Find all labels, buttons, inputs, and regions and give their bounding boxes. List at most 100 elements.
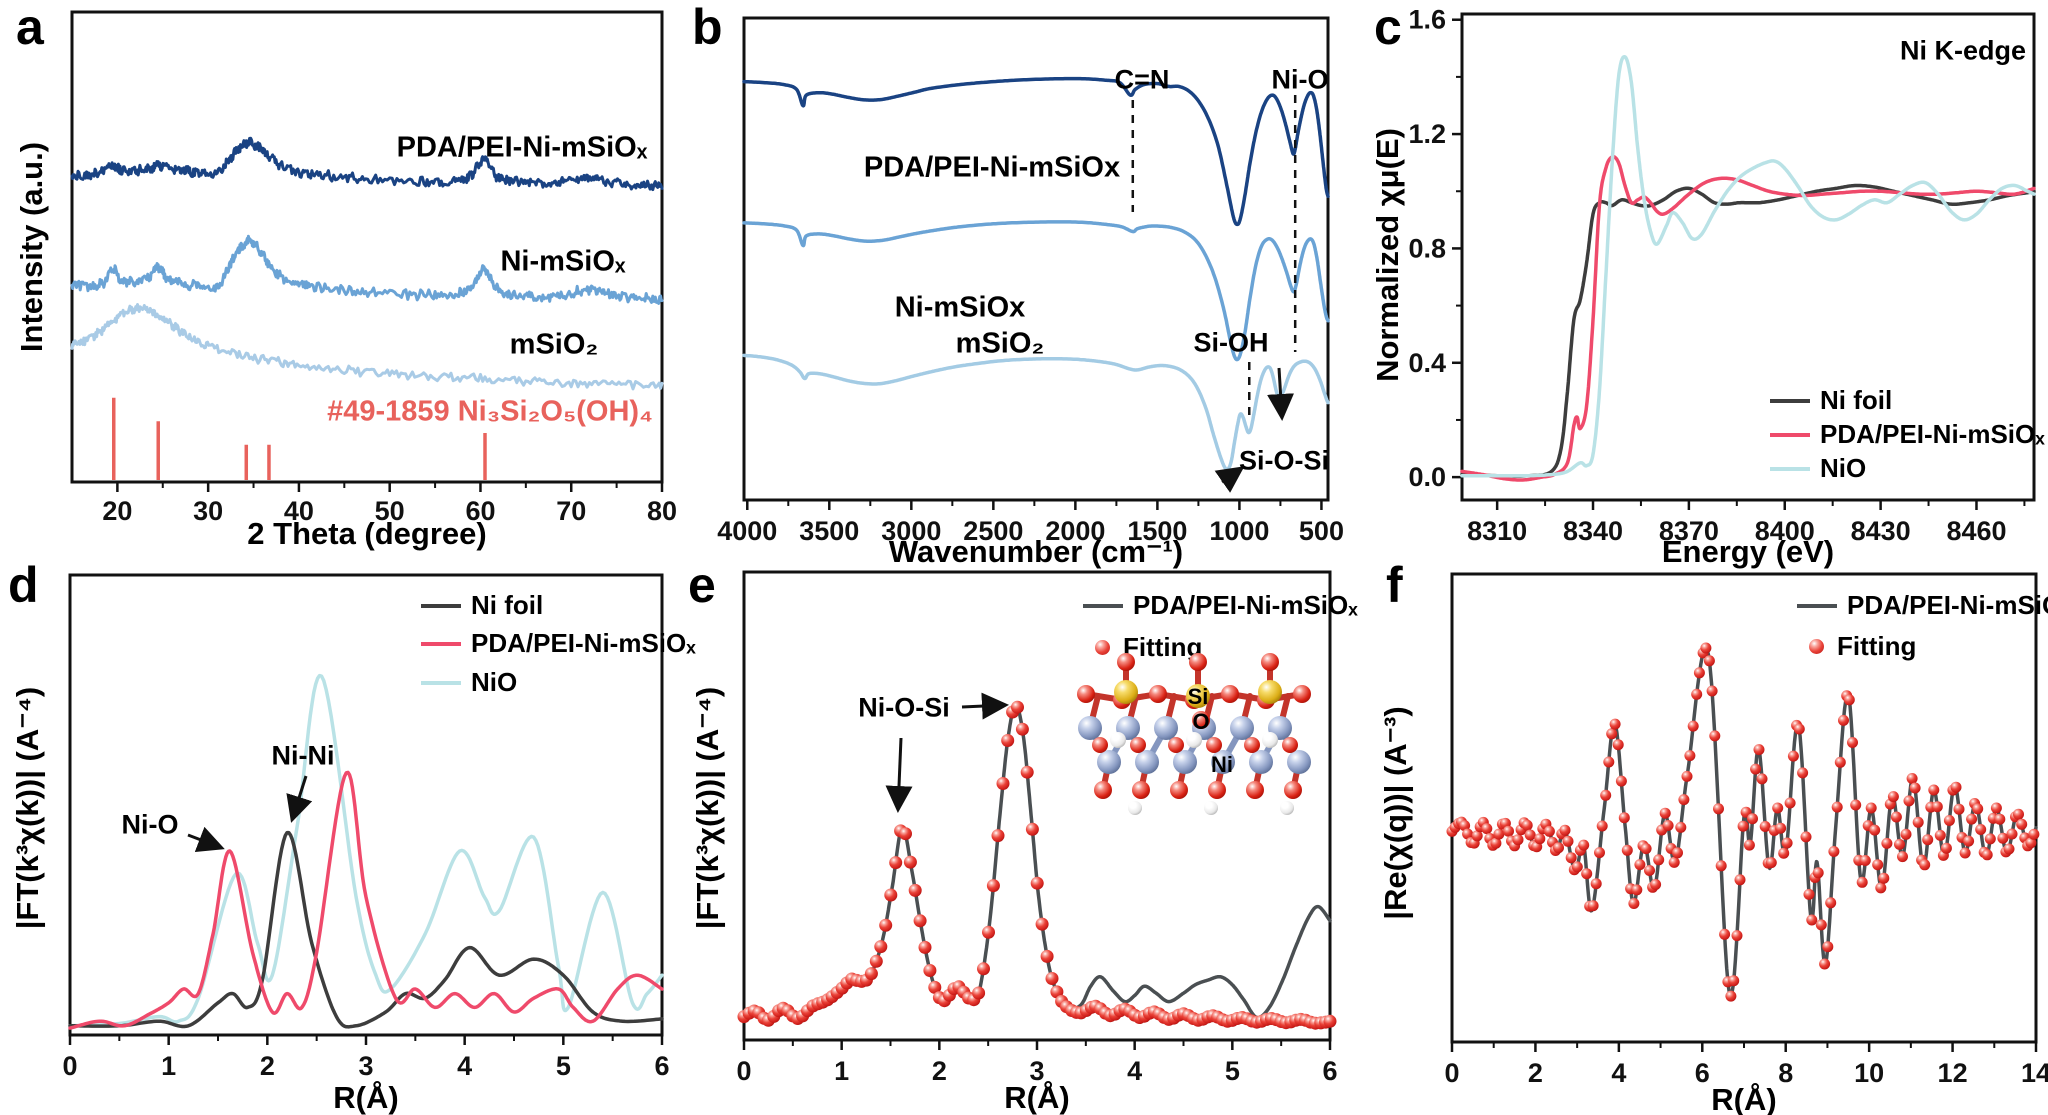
x-tick-label: 60	[465, 496, 495, 526]
d-legend-swatch-ni-foil	[421, 603, 461, 608]
c-legend-label-nio: NiO	[1820, 453, 1867, 483]
c-legend-swatch-nio	[1770, 466, 1810, 471]
e-legend-item-pda: PDA/PEI-Ni-mSiOₓ	[1083, 590, 1358, 621]
d-y-axis-label: |FT(k³χ(k))| (A⁻⁴)	[10, 686, 45, 930]
e-fitting-dots	[737, 700, 1337, 1030]
x-tick-label: 0	[736, 1056, 751, 1086]
c-legend-swatch-ni-foil	[1770, 398, 1810, 403]
d-curve-0	[68, 673, 664, 1028]
c-legend-item-ni-foil: Ni foil	[1770, 385, 1892, 416]
panel-letter-d: d	[8, 557, 39, 613]
d-annotation-nio: Ni-O	[121, 809, 179, 840]
ni-o-si-structure-inset: Si O Ni	[1070, 650, 1320, 825]
panel-e: 0 1 2 3 4 5 6 e |FT(k³χ(k))| (A⁻⁴) R(Å) Ni-O-S…	[682, 558, 1366, 1115]
panel-d: 0 1 2 3 4 5 6 d |FT(k³χ(k))| (A⁻⁴) R(Å) Ni-O N…	[0, 557, 696, 1115]
a-curve-0	[70, 303, 664, 391]
x-tick-label: 1000	[1209, 516, 1269, 546]
panel-a: 20 30 40 50 60 70 80 a Intensity (a.u.) 2 Thet…	[0, 0, 682, 558]
panel-b: 4000 3500 3000 2500 2000 1500 1000 500 b Wavenu…	[682, 0, 1366, 569]
x-tick-label: 4000	[717, 516, 777, 546]
e-legend-label-pda: PDA/PEI-Ni-mSiOₓ	[1133, 590, 1358, 620]
b-curve-label-msio2: mSiO₂	[955, 327, 1045, 360]
x-tick-label: 6	[1322, 1056, 1337, 1086]
x-tick-label: 8310	[1467, 516, 1527, 546]
e-legend-fitting-dot	[1095, 640, 1110, 655]
f-legend-swatch-pda	[1797, 603, 1837, 608]
c-plot-svg: 8310 8340 8370 8400 8430 8460 0.0 0.4 0.8 1.2 1.6	[1408, 5, 2036, 546]
d-legend-label-ni-foil: Ni foil	[471, 590, 544, 620]
d-legend-item-ni-foil: Ni foil	[421, 590, 543, 621]
model-atoms	[1077, 653, 1311, 815]
f-y-axis-label: |Re(χ(q))| (A⁻³)	[1378, 706, 1413, 920]
a-curve-label-msio2: mSiO₂	[509, 328, 599, 361]
x-tick-label: 8370	[1659, 516, 1719, 546]
x-tick-label: 70	[556, 496, 586, 526]
x-tick-label: 5	[1225, 1056, 1240, 1086]
x-axis-ticks: 0 1 2 3 4 5 6	[62, 1035, 670, 1081]
x-tick-label: 2000	[1045, 516, 1105, 546]
b-annotation-sioh: Si-OH	[1193, 327, 1269, 358]
c-legend-item-nio: NiO	[1770, 453, 1866, 484]
panel-f: 0 2 4 6 8 10 12 14 f |Re(χ(q))| (A⁻³) R(Å) PDA/…	[1366, 558, 2048, 1115]
x-tick-label: 3500	[799, 516, 859, 546]
e-arrow-peak2	[961, 692, 1009, 720]
x-tick-label: 10	[1854, 1058, 1884, 1088]
panel-c: 8310 8340 8370 8400 8430 8460 0.0 0.4 0.8 1.2 1.6 …	[1366, 0, 2048, 569]
inset-label-ni: Ni	[1211, 752, 1233, 777]
x-tick-label: 4	[457, 1051, 472, 1081]
x-tick-label: 6	[1695, 1058, 1710, 1088]
e-legend-swatch-pda	[1083, 603, 1123, 608]
x-tick-label: 14	[2021, 1058, 2048, 1088]
x-tick-label: 12	[1938, 1058, 1968, 1088]
d-plot-svg: 0 1 2 3 4 5 6	[62, 573, 670, 1081]
inset-label-o: O	[1192, 709, 1209, 734]
f-x-axis-label: R(Å)	[1711, 1082, 1777, 1115]
panel-letter-a: a	[16, 0, 44, 55]
panel-letter-b: b	[692, 0, 723, 55]
c-curve-2	[1460, 54, 2036, 478]
x-tick-label: 2500	[963, 516, 1023, 546]
c-x-axis-label: Energy (eV)	[1661, 534, 1835, 569]
x-tick-label: 500	[1299, 516, 1344, 546]
f-fitting-dots	[1446, 642, 2040, 1002]
x-tick-label: 80	[647, 496, 677, 526]
x-tick-label: 4	[1127, 1056, 1142, 1086]
a-reference-card-label: #49-1859 Ni₃Si₂O₅(OH)₄	[327, 395, 653, 428]
panel-letter-c: c	[1374, 0, 1402, 55]
b-curve-1	[742, 220, 1330, 362]
x-tick-label: 6	[654, 1051, 669, 1081]
panel-letter-f: f	[1386, 557, 1403, 613]
x-tick-label: 3	[358, 1051, 373, 1081]
b-annotation-cn: C=N	[1114, 64, 1170, 95]
x-tick-label: 1	[161, 1051, 176, 1081]
panel-letter-e: e	[688, 557, 716, 613]
e-legend-item-fitting: Fitting	[1083, 632, 1202, 663]
e-annotation-niosi: Ni-O-Si	[858, 692, 950, 723]
e-y-axis-label: |FT(k³χ(k))| (A⁻⁴)	[690, 686, 725, 930]
x-tick-label: 8430	[1851, 516, 1911, 546]
y-tick-label: 0.0	[1408, 462, 1446, 492]
d-legend-label-pda: PDA/PEI-Ni-mSiOₓ	[471, 628, 696, 658]
a-curve-label-pda: PDA/PEI-Ni-mSiOₓ	[396, 131, 648, 164]
d-annotation-nini: Ni-Ni	[271, 740, 335, 771]
b-curve-label-pda: PDA/PEI-Ni-mSiOx	[863, 151, 1121, 184]
x-axis-ticks: 8310 8340 8370 8400 8430 8460	[1467, 500, 2026, 546]
a-curve-1	[70, 234, 664, 305]
f-legend-item-fitting: Fitting	[1797, 631, 1916, 662]
plot-frame	[742, 16, 1330, 502]
x-tick-label: 0	[62, 1051, 77, 1081]
x-tick-label: 8400	[1755, 516, 1815, 546]
inset-label-si: Si	[1188, 684, 1209, 709]
e-x-axis-label: R(Å)	[1004, 1080, 1070, 1115]
f-legend-label-fitting: Fitting	[1837, 631, 1917, 661]
x-tick-label: 1500	[1127, 516, 1187, 546]
x-tick-label: 4	[1611, 1058, 1626, 1088]
e-legend-label-fitting: Fitting	[1123, 632, 1203, 662]
d-legend-item-nio: NiO	[421, 667, 517, 698]
d-legend-label-nio: NiO	[471, 667, 518, 697]
x-axis-ticks: 4000 3500 3000 2500 2000 1500 1000 500	[717, 500, 1344, 546]
b-plot-svg: 4000 3500 3000 2500 2000 1500 1000 500	[717, 16, 1344, 546]
f-plot-svg: 0 2 4 6 8 10 12 14	[1444, 572, 2048, 1088]
b-annotation-nio: Ni-O	[1271, 64, 1329, 95]
